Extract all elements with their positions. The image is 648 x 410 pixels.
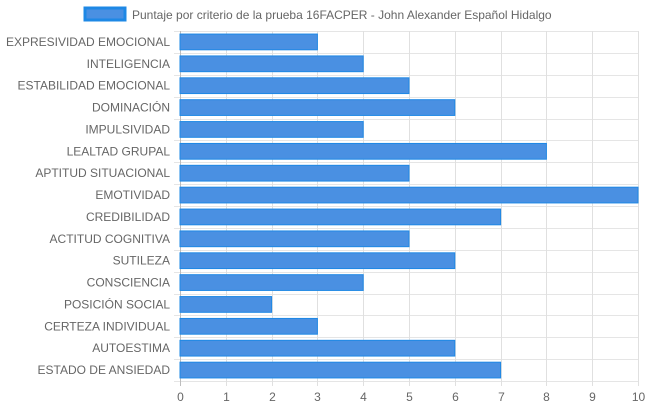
category-label: ACTITUD COGNITIVA [50, 232, 170, 246]
x-tick-label: 4 [360, 390, 367, 404]
bar-9[interactable] [179, 230, 410, 248]
x-tick-label: 6 [452, 390, 459, 404]
x-tick-label: 8 [543, 390, 550, 404]
bar-12[interactable] [179, 296, 273, 313]
x-tick-label: 5 [406, 390, 413, 404]
legend[interactable]: Puntaje por criterio de la prueba 16FACP… [83, 6, 552, 22]
category-label: IMPULSIVIDAD [85, 122, 170, 136]
x-tick-labels: 0 1 2 3 4 5 6 7 8 9 10 [177, 390, 645, 404]
category-labels: EXPRESIVIDAD EMOCIONAL INTELIGENCIA ESTABI… [6, 35, 170, 377]
bar-8[interactable] [179, 208, 502, 226]
category-label: EMOTIVIDAD [95, 188, 170, 202]
bar-2[interactable] [179, 77, 410, 95]
category-label: INTELIGENCIA [87, 57, 170, 71]
bar-6[interactable] [179, 164, 410, 182]
x-tick-label: 1 [223, 390, 230, 404]
category-label: EXPRESIVIDAD EMOCIONAL [6, 35, 170, 49]
bar-3[interactable] [179, 99, 456, 116]
category-label: CREDIBILIDAD [86, 210, 170, 224]
x-tick-label: 9 [589, 390, 596, 404]
category-label: CERTEZA INDIVIDUAL [44, 319, 170, 333]
category-label: APTITUD SITUACIONAL [35, 166, 170, 180]
category-label: DOMINACIÓN [92, 100, 170, 115]
grid-lines [174, 31, 639, 386]
bar-11[interactable] [179, 274, 364, 291]
bar-14[interactable] [179, 339, 456, 357]
bar-5[interactable] [179, 142, 547, 160]
bar-0[interactable] [179, 33, 318, 51]
category-label: SUTILEZA [113, 254, 170, 268]
x-tick-label: 10 [632, 390, 646, 404]
bar-13[interactable] [179, 317, 318, 335]
bar-7[interactable] [179, 186, 639, 204]
category-label: ESTADO DE ANSIEDAD [38, 363, 171, 377]
legend-label[interactable]: Puntaje por criterio de la prueba 16FACP… [132, 8, 552, 22]
x-tick-label: 0 [177, 390, 184, 404]
bars [179, 33, 639, 379]
category-label: CONSCIENCIA [87, 276, 170, 290]
x-tick-label: 2 [269, 390, 276, 404]
bar-10[interactable] [179, 252, 456, 270]
category-label: AUTOESTIMA [92, 341, 170, 355]
x-tick-label: 7 [498, 390, 505, 404]
legend-swatch[interactable] [83, 6, 127, 22]
category-label: LEALTAD GRUPAL [67, 144, 171, 158]
x-tick-label: 3 [314, 390, 321, 404]
category-label: POSICIÓN SOCIAL [64, 296, 170, 311]
bar-4[interactable] [179, 121, 364, 138]
bar-15[interactable] [179, 361, 502, 379]
category-label: ESTABILIDAD EMOCIONAL [18, 79, 171, 93]
bar-1[interactable] [179, 55, 364, 73]
